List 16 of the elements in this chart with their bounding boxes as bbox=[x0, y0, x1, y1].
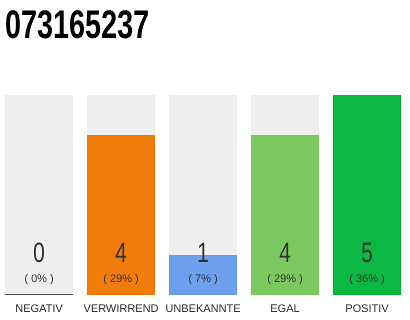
annotation: ( 36% ) bbox=[349, 273, 385, 285]
x-tick-label: VERWIRREND bbox=[84, 303, 159, 315]
x-tick-label: POSITIV bbox=[345, 303, 390, 315]
data-label: 4 bbox=[115, 238, 128, 269]
bar bbox=[332, 95, 401, 295]
annotation: ( 29% ) bbox=[267, 273, 303, 285]
annotation: ( 29% ) bbox=[103, 273, 139, 285]
data-label: 0 bbox=[33, 238, 45, 269]
x-tick-label: UNBEKANNTE bbox=[165, 303, 241, 315]
chart-title: 073165237 bbox=[5, 2, 150, 48]
x-tick-label: EGAL bbox=[270, 303, 300, 315]
data-label: 4 bbox=[279, 238, 292, 269]
annotation: ( 0% ) bbox=[24, 273, 54, 285]
x-tick-label: NEGATIV bbox=[15, 303, 64, 315]
annotation: ( 7% ) bbox=[188, 273, 218, 285]
data-label: 5 bbox=[361, 238, 373, 269]
